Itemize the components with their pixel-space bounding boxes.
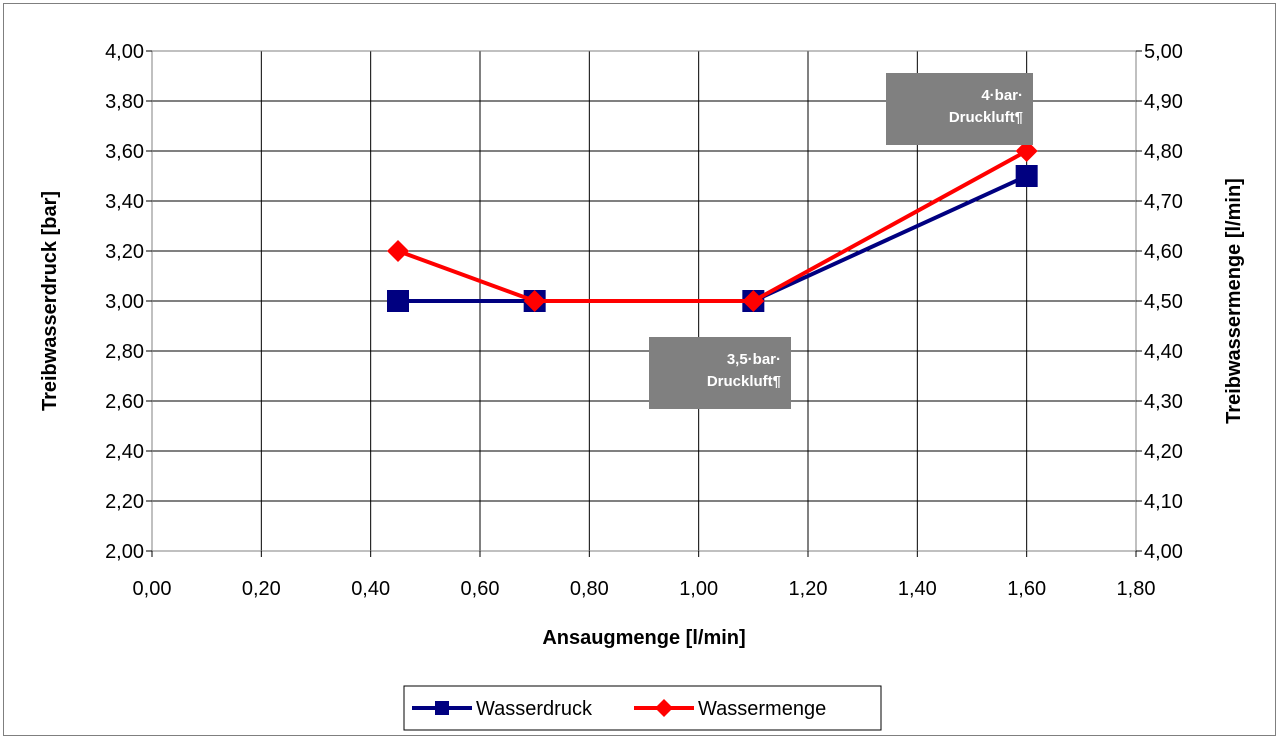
y2-tick-label: 4,20 <box>1144 441 1183 463</box>
legend-label: Wassermenge <box>698 698 826 720</box>
legend-marker-diamond <box>655 699 673 717</box>
annotation-background <box>886 73 1033 145</box>
y-tick-label: 2,40 <box>105 441 144 463</box>
y-tick-label: 3,80 <box>105 91 144 113</box>
annotation-background <box>649 337 791 409</box>
series-layer <box>387 140 1038 312</box>
y2-tick-label: 4,50 <box>1144 291 1183 313</box>
y-axis-ticks: 2,00 2,20 2,40 2,60 2,80 3,00 3,20 3,40 3,60 3,80… <box>105 41 152 563</box>
y-tick-label: 2,80 <box>105 341 144 363</box>
y-tick-label: 3,40 <box>105 191 144 213</box>
y2-axis-title: Treibwassermenge [l/min] <box>1223 178 1245 424</box>
x-axis-ticks: 0,00 0,20 0,40 0,60 0,80 1,00 1,20 1,40 1,60 1,80 <box>133 551 1156 600</box>
y-tick-label: 3,20 <box>105 241 144 263</box>
legend-marker-square <box>435 701 449 715</box>
y2-tick-label: 4,70 <box>1144 191 1183 213</box>
legend-label: Wasserdruck <box>476 698 593 720</box>
x-tick-label: 1,40 <box>898 578 937 600</box>
x-tick-label: 1,00 <box>679 578 718 600</box>
y2-tick-label: 4,00 <box>1144 541 1183 563</box>
y2-tick-label: 4,90 <box>1144 91 1183 113</box>
annotation-text: 4·bar· <box>981 87 1023 104</box>
annotation-box: 3,5·bar· Druckluft¶ <box>649 337 791 409</box>
x-tick-label: 1,20 <box>789 578 828 600</box>
x-tick-label: 0,80 <box>570 578 609 600</box>
series-line-wassermenge <box>397 149 1028 303</box>
x-tick-label: 0,00 <box>133 578 172 600</box>
x-tick-label: 0,60 <box>461 578 500 600</box>
legend-item-wassermenge: Wassermenge <box>634 698 826 720</box>
y-tick-label: 3,60 <box>105 141 144 163</box>
y2-tick-label: 4,30 <box>1144 391 1183 413</box>
data-point-wassermenge <box>523 290 546 312</box>
x-tick-label: 0,20 <box>242 578 281 600</box>
series-line-wasserdruck <box>398 174 1028 303</box>
y2-tick-label: 4,60 <box>1144 241 1183 263</box>
y-tick-label: 3,00 <box>105 291 144 313</box>
data-point-wasserdruck <box>1015 165 1038 187</box>
x-tick-label: 0,40 <box>351 578 390 600</box>
legend: Wasserdruck Wassermenge <box>403 685 882 731</box>
annotation-text: 3,5·bar· <box>727 351 781 368</box>
y2-tick-label: 4,10 <box>1144 491 1183 513</box>
y2-tick-label: 4,40 <box>1144 341 1183 363</box>
y2-axis-ticks: 4,00 4,10 4,20 4,30 4,40 4,50 4,60 4,70 4,80 4,90… <box>1136 41 1183 563</box>
y-axis-title: Treibwasserdruck [bar] <box>39 191 61 411</box>
y-tick-label: 4,00 <box>105 41 144 63</box>
x-axis-title: Ansaugmenge [l/min] <box>542 627 745 649</box>
y-tick-label: 2,20 <box>105 491 144 513</box>
y-tick-label: 2,00 <box>105 541 144 563</box>
y-tick-label: 2,60 <box>105 391 144 413</box>
chart-frame <box>3 3 1276 736</box>
legend-items: Wasserdruck Wassermenge <box>412 698 826 720</box>
data-point-wasserdruck <box>387 290 409 312</box>
data-point-wassermenge <box>1015 140 1038 162</box>
legend-item-wasserdruck: Wasserdruck <box>412 698 593 720</box>
y2-tick-label: 5,00 <box>1144 41 1183 63</box>
annotation-box: 4·bar· Druckluft¶ <box>886 73 1033 145</box>
x-tick-label: 1,80 <box>1117 578 1156 600</box>
annotation-layer: 4·bar· Druckluft¶ 3,5·bar· Druckluft¶ <box>649 73 1033 409</box>
annotation-text: Druckluft¶ <box>707 373 781 390</box>
data-point-wassermenge <box>387 240 409 262</box>
x-tick-label: 1,60 <box>1007 578 1046 600</box>
annotation-text: Druckluft¶ <box>949 109 1023 126</box>
data-point-wassermenge <box>742 290 765 312</box>
y2-tick-label: 4,80 <box>1144 141 1183 163</box>
